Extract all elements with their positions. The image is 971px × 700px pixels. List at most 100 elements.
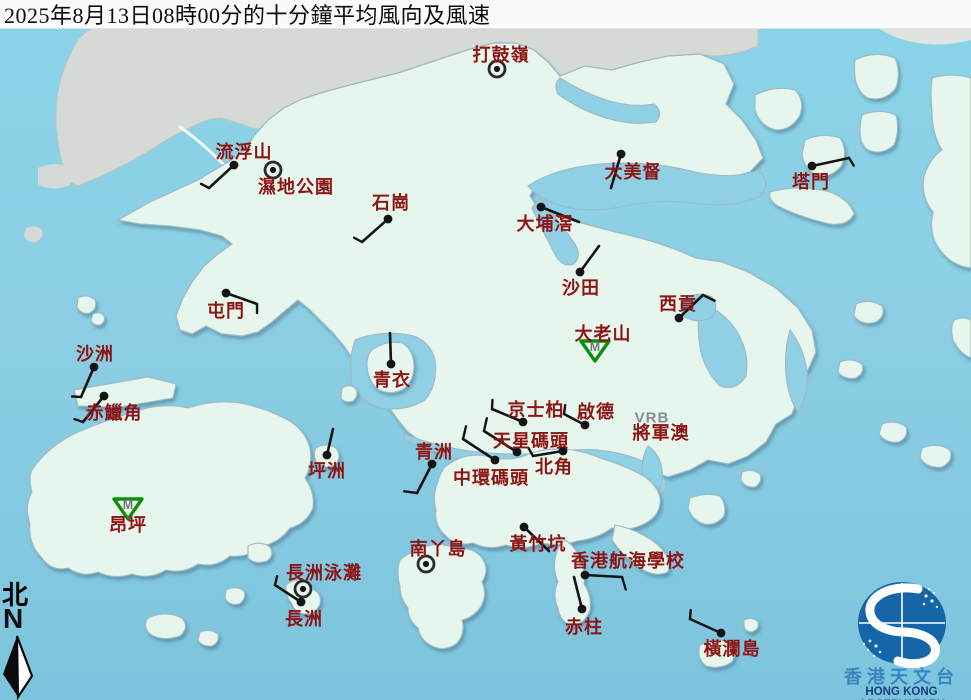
hko-logo: 香港天文台 HONG KONG OBSERVATORY [832,580,971,700]
station-dot [89,362,99,372]
island-po-toi [698,639,736,668]
compass-north-cn: 北 [2,581,29,610]
station-15 [562,403,590,430]
station-dot [807,161,817,171]
bridge-line [178,125,229,170]
station-dot [386,359,396,369]
station-14 [490,398,528,427]
wind-barb-shaft [79,365,96,399]
hko-logo-icon [858,582,946,669]
station-dot [558,446,568,456]
station-7 [575,244,601,277]
wind-barb-shaft [688,617,723,635]
station-dot [580,420,590,430]
stations-layer: MM [70,59,855,638]
station-dot [99,391,109,401]
land-new-territories [116,42,817,478]
wind-barb-shaft [81,394,106,424]
station-21 [527,446,568,458]
maintenance-m-letter: M [590,340,600,354]
island-lamma [397,544,487,650]
wind-barb-shaft [572,575,584,611]
station-17 [482,417,522,457]
station-11: M [579,339,611,363]
wind-barb-flag [482,417,489,433]
station-13 [386,331,396,369]
calm-dot-icon [422,560,430,568]
tolo-harbour [527,162,767,211]
station-dot [616,149,626,159]
calm-dot-icon [269,166,277,174]
wind-barb-flag [402,490,419,495]
station-28 [273,575,306,607]
wind-barb-shaft [539,205,581,224]
station-27 [293,579,313,599]
station-dot [229,160,239,170]
station-dot [518,417,528,427]
wind-barb-flag [273,575,279,587]
station-19 [402,459,437,495]
station-dot [575,267,585,277]
wind-barb-flag [352,236,364,244]
hko-name-cn: 香港天文台 [844,667,959,687]
station-18 [322,427,335,460]
wind-barb-flag [562,403,567,416]
island-hk [433,448,661,549]
wind-barb-flag [688,608,692,621]
station-12 [73,391,109,424]
station-dot [221,288,231,298]
wind-barb-flag [527,446,535,458]
compass: 北 N [2,581,48,700]
wind-barb-shaft [490,407,525,424]
calm-ring-icon [293,579,313,599]
station-dot [716,628,726,638]
wind-barb-shaft [609,152,623,190]
calm-ring-icon [487,59,507,79]
calm-dot-icon [493,65,501,73]
starling-inlet [555,77,661,124]
wind-barb-shaft [522,525,551,553]
island-hk-stanley [553,539,591,627]
station-22: M [112,497,144,521]
station-3 [352,214,393,244]
wind-barb-shaft [578,244,601,274]
maintenance-triangle-icon [112,497,144,521]
wind-barb-shaft [388,331,393,366]
wind-barb-flag [70,395,83,399]
station-9 [674,293,716,323]
wind-barb-flag [847,156,855,167]
station-0 [487,59,507,79]
station-dot [577,604,587,614]
station-26 [572,575,587,614]
station-29 [688,608,726,638]
station-dot [580,570,590,580]
north-arrow-icon [3,635,34,700]
map-title: 2025年8月13日08時00分的十分鐘平均風向及風速 [4,3,491,28]
maintenance-m-letter: M [123,498,133,512]
station-dot [519,522,529,532]
wind-barb-shaft [273,583,303,604]
island-tap-mun [801,134,846,177]
wind-barb-shaft [482,429,519,454]
station-dot [536,202,546,212]
title-bar: 2025年8月13日08時00分的十分鐘平均風向及風速 [0,0,971,29]
islands [26,53,971,668]
station-dot [427,459,437,469]
island-airport [73,376,177,408]
station-6 [536,202,581,224]
wind-barb-shaft [531,449,565,458]
wind-barb-shaft [360,217,390,244]
wind-barb-shaft [325,427,335,457]
station-8 [221,288,259,315]
station-2 [263,160,283,180]
calm-ring-icon [416,554,436,574]
wind-barb-shaft [415,462,434,495]
station-23 [416,554,436,574]
compass-north-en: N [3,603,24,634]
wind-barb-shaft [677,293,705,320]
maintenance-triangle-icon [579,339,611,363]
station-dot [512,447,522,457]
station-25 [580,570,627,591]
wind-barb-flag [199,182,211,190]
